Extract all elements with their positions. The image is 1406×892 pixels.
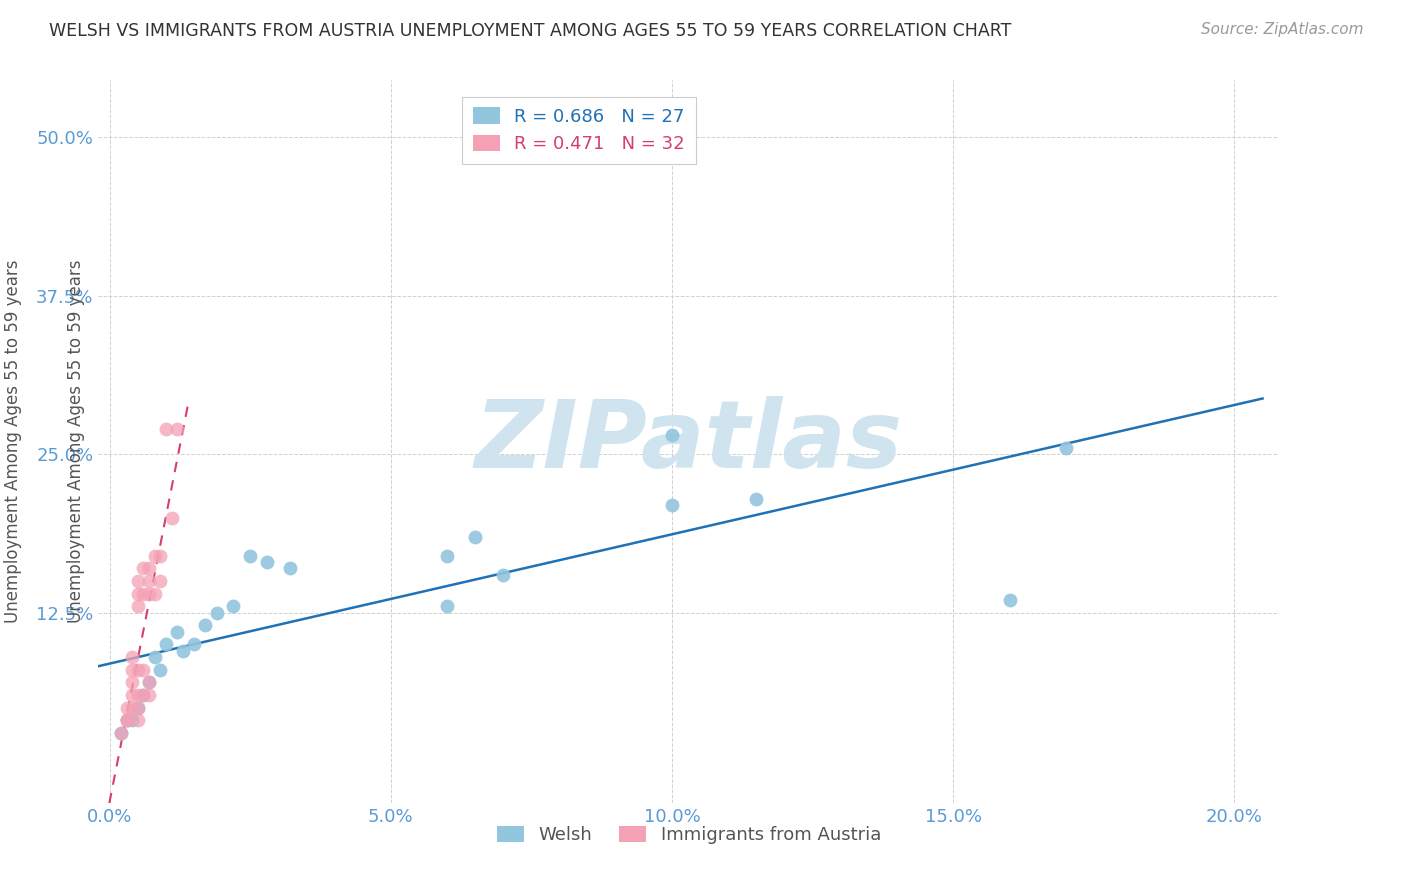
- Y-axis label: Unemployment Among Ages 55 to 59 years: Unemployment Among Ages 55 to 59 years: [4, 260, 22, 624]
- Point: [115, 700, 138, 714]
- Point: [464, 530, 486, 544]
- Point: [132, 561, 155, 575]
- Point: [661, 498, 683, 512]
- Point: [172, 643, 194, 657]
- Point: [194, 618, 217, 632]
- Point: [110, 726, 132, 740]
- Point: [127, 714, 149, 728]
- Point: [115, 714, 138, 728]
- Point: [121, 688, 143, 702]
- Text: ZIPatlas: ZIPatlas: [475, 395, 903, 488]
- Point: [127, 599, 149, 614]
- Point: [132, 688, 155, 702]
- Point: [138, 688, 160, 702]
- Text: Source: ZipAtlas.com: Source: ZipAtlas.com: [1201, 22, 1364, 37]
- Point: [166, 624, 188, 639]
- Point: [143, 549, 166, 563]
- Point: [436, 599, 458, 614]
- Point: [121, 714, 143, 728]
- Point: [127, 700, 149, 714]
- Point: [143, 587, 166, 601]
- Point: [138, 675, 160, 690]
- Point: [149, 663, 172, 677]
- Point: [121, 663, 143, 677]
- Point: [127, 700, 149, 714]
- Point: [183, 637, 205, 651]
- Point: [149, 549, 172, 563]
- Point: [155, 637, 177, 651]
- Point: [132, 663, 155, 677]
- Point: [160, 510, 183, 524]
- Point: [205, 606, 228, 620]
- Point: [745, 491, 768, 506]
- Point: [138, 675, 160, 690]
- Point: [138, 574, 160, 588]
- Point: [127, 574, 149, 588]
- Point: [115, 714, 138, 728]
- Text: WELSH VS IMMIGRANTS FROM AUSTRIA UNEMPLOYMENT AMONG AGES 55 TO 59 YEARS CORRELAT: WELSH VS IMMIGRANTS FROM AUSTRIA UNEMPLO…: [49, 22, 1011, 40]
- Point: [121, 650, 143, 665]
- Point: [132, 688, 155, 702]
- Point: [132, 587, 155, 601]
- Point: [436, 549, 458, 563]
- Point: [127, 587, 149, 601]
- Point: [222, 599, 245, 614]
- Legend: Welsh, Immigrants from Austria: Welsh, Immigrants from Austria: [489, 819, 889, 852]
- Point: [1054, 441, 1077, 455]
- Point: [127, 688, 149, 702]
- Point: [138, 587, 160, 601]
- Point: [121, 675, 143, 690]
- Point: [155, 422, 177, 436]
- Point: [121, 700, 143, 714]
- Point: [166, 422, 188, 436]
- Point: [256, 555, 278, 569]
- Point: [492, 567, 515, 582]
- Point: [115, 714, 138, 728]
- Point: [143, 650, 166, 665]
- Point: [278, 561, 301, 575]
- Point: [239, 549, 262, 563]
- Point: [149, 574, 172, 588]
- Point: [661, 428, 683, 442]
- Y-axis label: Unemployment Among Ages 55 to 59 years: Unemployment Among Ages 55 to 59 years: [66, 260, 84, 624]
- Point: [998, 593, 1021, 607]
- Point: [138, 561, 160, 575]
- Point: [110, 726, 132, 740]
- Point: [127, 663, 149, 677]
